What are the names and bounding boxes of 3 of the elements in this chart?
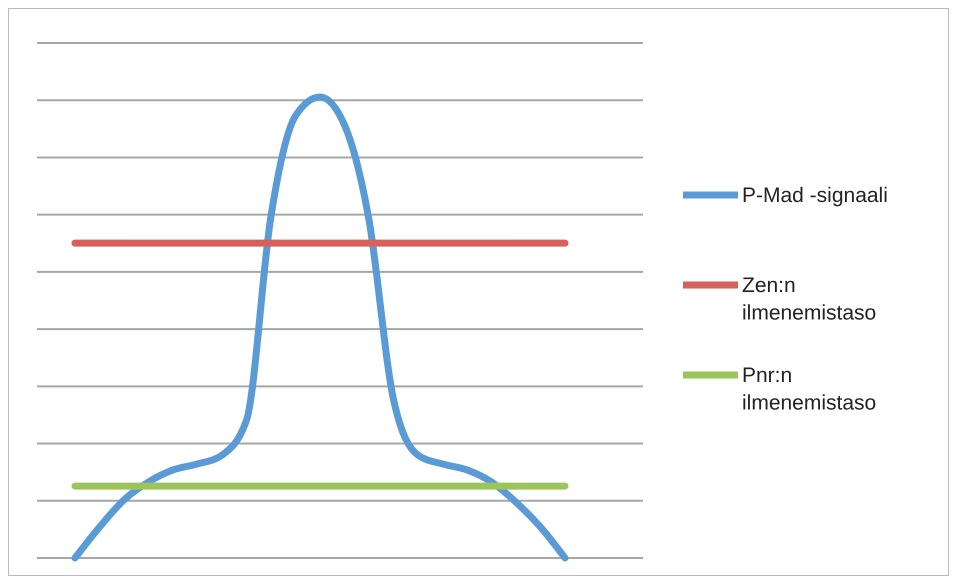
legend-label: Zen:n ilmenemistaso xyxy=(742,274,876,324)
legend-label: Pnr:n ilmenemistaso xyxy=(742,364,876,414)
legend-label: P-Mad -signaali xyxy=(742,184,888,207)
